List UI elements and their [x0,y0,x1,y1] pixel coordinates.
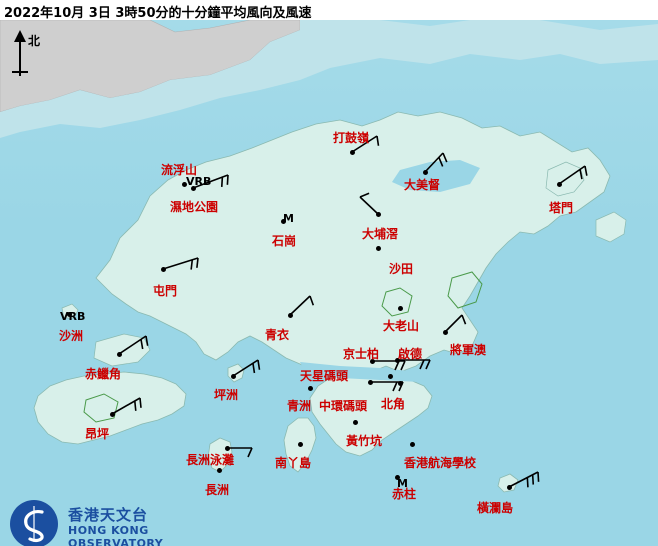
map-marker: M [283,212,294,225]
station-label: 啟德 [398,347,423,361]
north-arrow: 北 [8,28,44,80]
station-label: 青洲 [287,399,312,413]
station-dot [298,442,303,447]
station-dot [110,412,115,417]
station-dot [182,182,187,187]
station-label: 青衣 [265,328,290,342]
station-label: 橫瀾島 [477,501,514,515]
station-dot [350,150,355,155]
logo-english: HONG KONG OBSERVATORY [68,524,164,546]
station-dot [368,380,373,385]
station-label: 打鼓嶺 [333,131,370,145]
station-label: 北角 [381,397,406,411]
station-label: 塔門 [549,201,574,215]
weather-map: 北 打鼓嶺流浮山濕地公園石崗 大美督塔門大埔滘沙田屯門沙洲赤鱲角 青衣 大老山啟德 京士… [0,20,658,546]
station-label: 赤柱 [392,487,417,501]
page-title: 2022年10月 3日 3時50分的十分鐘平均風向及風速 [4,6,312,21]
station-dot [376,246,381,251]
station-dot [217,468,222,473]
station-dot [507,485,512,490]
station-label: 天星碼頭 [300,369,349,383]
station-label: 濕地公園 [170,200,219,214]
station-label: 大美督 [404,178,441,192]
station-label: 長洲泳灘 [186,453,235,467]
station-dot [67,312,72,317]
vrb-marker: VRB [60,310,86,323]
station-dot [443,330,448,335]
station-label: 京士柏 [343,347,380,361]
station-dot [353,420,358,425]
station-label: 黃竹坑 [346,434,383,448]
station-dot [231,374,236,379]
station-dot [161,267,166,272]
station-dot [191,186,196,191]
hko-logo: 香港天文台 HONG KONG OBSERVATORY [8,498,248,546]
station-dot [308,386,313,391]
station-label: 大埔滘 [362,227,399,241]
station-dot [370,359,375,364]
logo-chinese: 香港天文台 [68,506,149,524]
station-dot [117,352,122,357]
station-label: 石崗 [272,234,297,248]
map-marker: M [397,477,408,490]
station-label: 將軍澳 [450,343,487,357]
station-label: 大老山 [383,319,420,333]
station-label: 南丫島 [275,456,312,470]
station-label: 屯門 [153,284,178,298]
station-dot [376,212,381,217]
station-label: 昂坪 [85,427,110,441]
station-dot [398,306,403,311]
station-dot [395,475,400,480]
station-label: 流浮山 [161,163,198,177]
station-dot [395,358,400,363]
station-label: 赤鱲角 [85,367,122,381]
station-label: 坪洲 [214,388,239,402]
station-dot [281,219,286,224]
station-dot [398,381,403,386]
north-label: 北 [28,34,41,48]
station-dot [423,170,428,175]
land-shapes [0,20,658,493]
station-dot [288,313,293,318]
station-dot [410,442,415,447]
station-label: 中環碼頭 [319,399,368,413]
station-label: 沙田 [389,262,414,276]
station-label: 長洲 [205,483,230,497]
station-dot [388,374,393,379]
station-dot [225,446,230,451]
station-label: 香港航海學校 [404,456,477,470]
vrb-marker: VRB [186,175,212,188]
station-dot [557,182,562,187]
station-label: 沙洲 [59,329,84,343]
